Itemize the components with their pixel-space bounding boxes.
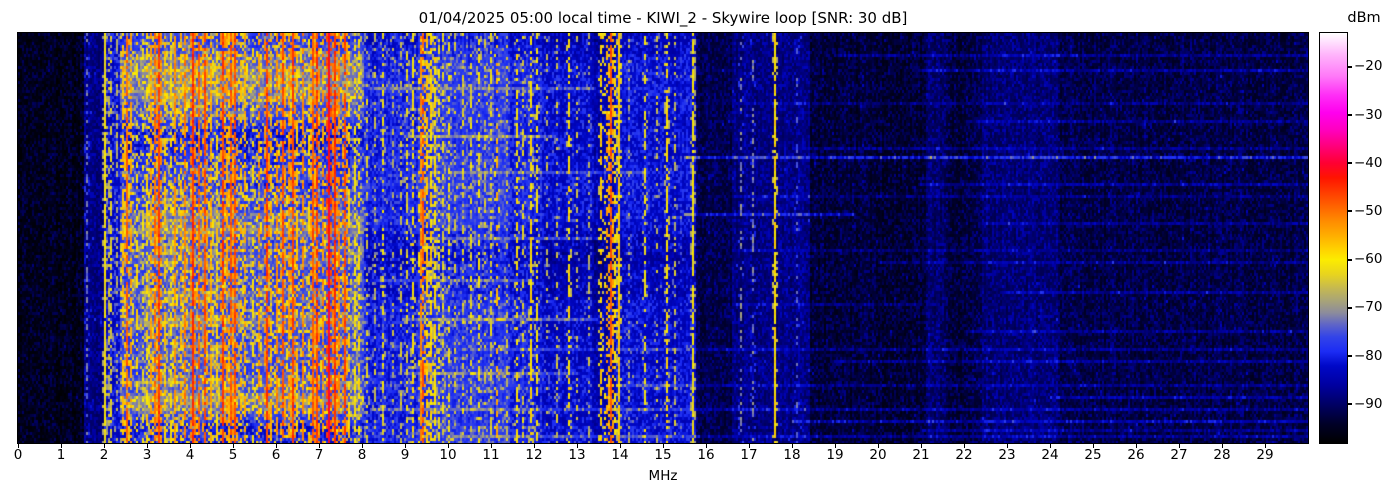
x-tick-mark xyxy=(190,444,191,448)
x-tick-mark xyxy=(663,444,664,448)
x-tick-label: 21 xyxy=(912,447,930,463)
colorbar-tick-label: −30 xyxy=(1354,106,1383,123)
x-tick-label: 27 xyxy=(1170,447,1188,463)
colorbar-gradient xyxy=(1320,33,1347,443)
colorbar-tick-label: −50 xyxy=(1354,202,1383,219)
x-tick-mark xyxy=(147,444,148,448)
x-axis-label: MHz xyxy=(648,468,678,484)
x-tick-label: 0 xyxy=(13,447,23,463)
x-tick-mark xyxy=(233,444,234,448)
colorbar-tick-label: −70 xyxy=(1354,299,1383,316)
x-tick-mark xyxy=(61,444,62,448)
x-tick-label: 26 xyxy=(1127,447,1145,463)
colorbar-tick-mark xyxy=(1348,355,1352,358)
x-tick-label: 12 xyxy=(525,447,543,463)
x-tick-label: 13 xyxy=(568,447,586,463)
x-tick-mark xyxy=(1007,444,1008,448)
x-tick-mark xyxy=(104,444,105,448)
x-tick-label: 15 xyxy=(654,447,672,463)
x-tick-mark xyxy=(1179,444,1180,448)
x-tick-label: 10 xyxy=(439,447,457,463)
x-tick-label: 14 xyxy=(611,447,629,463)
x-tick-mark xyxy=(878,444,879,448)
x-tick-label: 23 xyxy=(998,447,1016,463)
x-tick-mark xyxy=(362,444,363,448)
x-tick-mark xyxy=(18,444,19,448)
x-tick-mark xyxy=(1050,444,1051,448)
x-tick-mark xyxy=(1265,444,1266,448)
x-tick-label: 24 xyxy=(1041,447,1059,463)
x-tick-label: 28 xyxy=(1213,447,1231,463)
x-tick-mark xyxy=(620,444,621,448)
x-tick-label: 9 xyxy=(400,447,410,463)
x-tick-mark xyxy=(276,444,277,448)
colorbar-tick-label: −60 xyxy=(1354,251,1383,268)
x-tick-label: 11 xyxy=(482,447,500,463)
x-tick-label: 6 xyxy=(271,447,281,463)
x-tick-mark xyxy=(706,444,707,448)
colorbar-tick-mark xyxy=(1348,403,1352,406)
colorbar-tick-mark xyxy=(1348,210,1352,213)
x-tick-mark xyxy=(964,444,965,448)
x-tick-label: 17 xyxy=(740,447,758,463)
x-tick-mark xyxy=(1093,444,1094,448)
x-tick-label: 5 xyxy=(228,447,238,463)
x-tick-mark xyxy=(319,444,320,448)
x-tick-mark xyxy=(749,444,750,448)
x-tick-label: 16 xyxy=(697,447,715,463)
x-tick-label: 29 xyxy=(1256,447,1274,463)
x-tick-label: 25 xyxy=(1084,447,1102,463)
colorbar-tick-mark xyxy=(1348,162,1352,165)
spectrogram-canvas xyxy=(18,33,1308,443)
colorbar-tick-mark xyxy=(1348,65,1352,68)
x-tick-label: 3 xyxy=(142,447,152,463)
x-tick-label: 18 xyxy=(783,447,801,463)
colorbar-tick-label: −20 xyxy=(1354,58,1383,75)
colorbar-tick-mark xyxy=(1348,258,1352,261)
x-tick-label: 1 xyxy=(56,447,66,463)
x-tick-label: 20 xyxy=(869,447,887,463)
x-tick-mark xyxy=(835,444,836,448)
x-tick-label: 7 xyxy=(314,447,324,463)
x-tick-mark xyxy=(577,444,578,448)
x-tick-mark xyxy=(1136,444,1137,448)
colorbar-tick-mark xyxy=(1348,114,1352,116)
x-tick-label: 19 xyxy=(826,447,844,463)
x-tick-mark xyxy=(921,444,922,448)
colorbar-unit-label: dBm xyxy=(1347,10,1381,26)
x-tick-label: 22 xyxy=(955,447,973,463)
colorbar-tick-label: −40 xyxy=(1354,154,1383,171)
x-tick-label: 8 xyxy=(357,447,367,463)
x-tick-mark xyxy=(448,444,449,448)
x-tick-mark xyxy=(491,444,492,448)
x-tick-mark xyxy=(405,444,406,448)
x-tick-mark xyxy=(792,444,793,448)
x-tick-mark xyxy=(534,444,535,448)
colorbar-tick-mark xyxy=(1348,306,1352,309)
x-tick-label: 4 xyxy=(185,447,195,463)
colorbar-tick-label: −80 xyxy=(1354,347,1383,364)
x-tick-label: 2 xyxy=(99,447,109,463)
colorbar-tick-label: −90 xyxy=(1354,395,1383,412)
colorbar-frame xyxy=(1319,32,1348,444)
x-tick-mark xyxy=(1222,444,1223,448)
plot-frame xyxy=(17,32,1309,444)
plot-title: 01/04/2025 05:00 local time - KIWI_2 - S… xyxy=(418,9,908,27)
